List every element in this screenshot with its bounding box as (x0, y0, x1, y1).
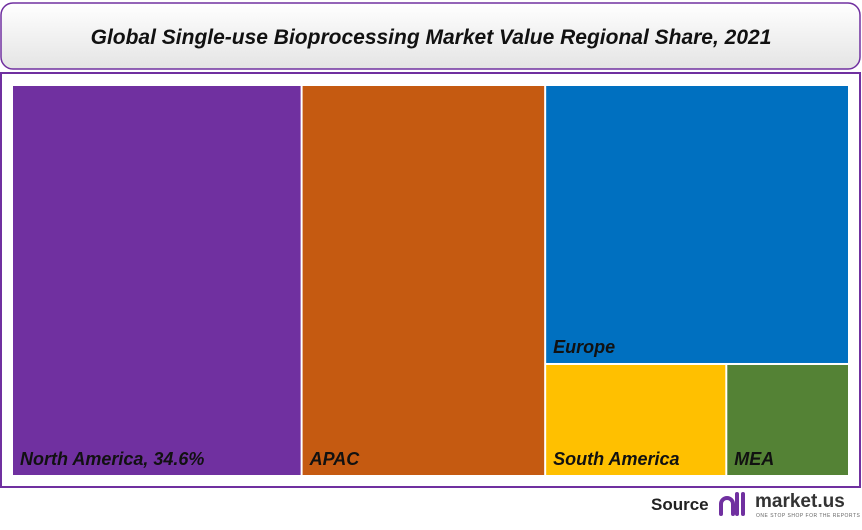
brand-logo (719, 492, 745, 516)
tile-label: MEA (734, 449, 774, 469)
tile (13, 86, 301, 475)
tile-label: North America, 34.6% (20, 449, 204, 469)
tile-label: Europe (553, 337, 615, 357)
brand-name: market.us (755, 491, 845, 512)
tiles: North America, 34.6% APAC Europe South Amer… (13, 86, 848, 475)
chart-title: Global Single-use Bioprocessing Market V… (91, 26, 772, 49)
source-label: Source (651, 495, 709, 514)
tile (302, 86, 545, 475)
tile (727, 364, 848, 475)
tile-label: South America (553, 449, 679, 469)
tile-label: APAC (309, 449, 361, 469)
brand-tagline: ONE STOP SHOP FOR THE REPORTS (756, 513, 861, 519)
tile (546, 364, 726, 475)
title-box (0, 2, 861, 70)
tile (546, 86, 848, 363)
